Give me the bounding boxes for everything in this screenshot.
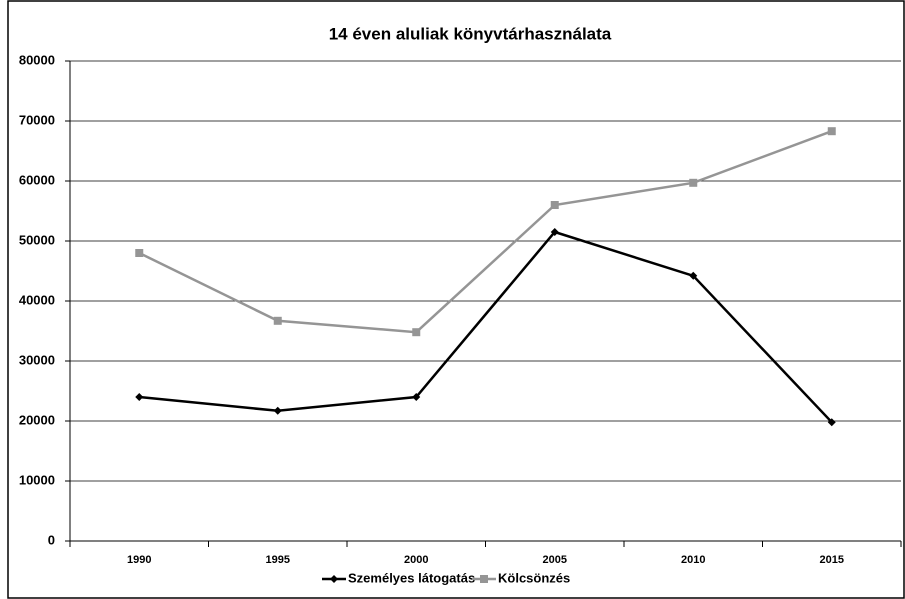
y-tick-label: 80000 <box>19 52 55 67</box>
marker <box>330 575 338 583</box>
series-line <box>139 230 833 424</box>
x-tick-label: 2015 <box>820 554 844 566</box>
x-tick-label: 1995 <box>266 554 290 566</box>
chart-title: 14 éven aluliak könyvtárhasználata <box>329 24 612 43</box>
x-tick-label: 2010 <box>681 554 705 566</box>
y-tick-label: 60000 <box>19 172 55 187</box>
marker <box>550 228 559 236</box>
y-tick-label: 70000 <box>19 112 55 127</box>
y-tick-label: 10000 <box>19 472 55 487</box>
x-tick-label: 2000 <box>404 554 428 566</box>
marker <box>412 393 421 401</box>
marker <box>135 393 144 401</box>
marker <box>689 178 698 187</box>
marker <box>689 271 698 280</box>
y-tick-label: 20000 <box>19 412 55 427</box>
marker <box>135 249 144 257</box>
marker <box>550 201 559 209</box>
marker <box>273 316 282 325</box>
chart-frame <box>7 0 905 599</box>
marker <box>827 418 836 427</box>
y-tick-label: 0 <box>48 532 55 547</box>
marker <box>273 406 282 415</box>
marker <box>480 575 488 583</box>
y-tick-label: 40000 <box>19 292 55 307</box>
y-tick-label: 50000 <box>19 232 55 247</box>
x-tick-label: 1990 <box>127 554 151 566</box>
legend-label: Kölcsönzés <box>498 570 570 585</box>
legend-label: Személyes látogatás <box>348 570 475 585</box>
y-tick-label: 30000 <box>19 352 55 367</box>
x-tick-label: 2005 <box>543 554 567 566</box>
marker <box>827 127 836 136</box>
series-line <box>138 130 833 334</box>
marker <box>412 328 421 337</box>
